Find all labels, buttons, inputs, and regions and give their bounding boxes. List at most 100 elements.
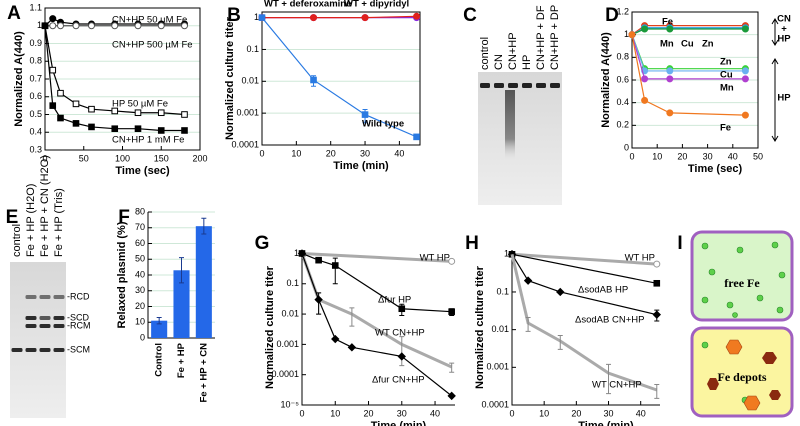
x-tick-label: 30 xyxy=(397,408,407,418)
lane-label: CN+HP + DP xyxy=(549,5,561,70)
x-tick-label: 40 xyxy=(430,408,440,418)
error-bar xyxy=(201,217,207,235)
plot-frame xyxy=(631,11,759,149)
data-point xyxy=(310,76,317,84)
data-point xyxy=(652,310,661,319)
data-point xyxy=(49,102,57,109)
y-tick-label: 0.4 xyxy=(616,97,629,107)
series-label: Cu xyxy=(681,39,694,50)
band-label: -SCM xyxy=(67,344,90,354)
y-tick-label: 0.3 xyxy=(29,144,42,154)
series-label: WT HP xyxy=(625,253,655,264)
y-tick-label: 1 xyxy=(37,20,42,30)
x-tick-label: 40 xyxy=(636,408,646,418)
data-point xyxy=(134,109,142,117)
series-label: Cu xyxy=(720,70,733,81)
series-label: CN+HP 1 mM Fe xyxy=(112,135,184,146)
data-point xyxy=(556,287,565,297)
data-point xyxy=(157,22,165,30)
gel-smear xyxy=(505,90,515,160)
series-line xyxy=(261,17,417,138)
error-bar xyxy=(606,363,612,395)
error-bar xyxy=(654,384,660,399)
series-label: CN+HP 500 µM Fe xyxy=(112,40,193,51)
x-tick-label: 200 xyxy=(192,153,207,163)
panel-label: I xyxy=(677,233,682,254)
x-tick-label: 20 xyxy=(677,151,687,161)
y-axis-title: Normalized culture titer xyxy=(264,265,276,389)
x-tick-label: Control xyxy=(154,343,165,377)
x-tick-label: 0 xyxy=(299,408,304,418)
y-tick-label: 70 xyxy=(135,222,145,232)
series-label: Mn xyxy=(660,39,674,50)
data-point xyxy=(666,109,674,117)
series-label: Wild type xyxy=(362,119,404,130)
series-label: Zn xyxy=(720,57,732,68)
bar xyxy=(195,226,212,338)
data-point xyxy=(398,305,406,313)
data-point xyxy=(88,123,95,131)
y-tick-label: 1 xyxy=(504,249,509,259)
y-tick-label: 10 xyxy=(135,317,145,327)
error-bar xyxy=(399,336,405,367)
data-point xyxy=(134,125,142,133)
annotation: HP xyxy=(777,34,791,45)
series-line xyxy=(262,15,417,19)
data-point xyxy=(666,75,674,83)
iron-depots xyxy=(707,339,781,411)
series-label: Δfur HP xyxy=(378,295,411,306)
data-point xyxy=(297,249,307,258)
series-label: Zn xyxy=(702,39,714,50)
data-point xyxy=(331,334,340,344)
data-point xyxy=(741,75,749,83)
free-iron-dots xyxy=(701,241,786,404)
data-point xyxy=(111,107,119,115)
diagram-label: Fe depots xyxy=(718,370,767,384)
series-label: ΔsodAB CN+HP xyxy=(575,315,644,326)
x-tick-label: 0 xyxy=(42,153,47,163)
free-fe-cell xyxy=(690,230,794,322)
data-point xyxy=(741,25,749,33)
lane-label: CN+HP + DF xyxy=(535,5,547,70)
panel-label: G xyxy=(255,233,270,254)
data-point xyxy=(72,120,80,127)
gel-band xyxy=(39,295,51,299)
panel-label: H xyxy=(465,233,479,254)
y-tick-label: 0.01 xyxy=(491,324,509,334)
series-line xyxy=(511,253,657,316)
y-tick-label: 0.2 xyxy=(616,120,629,130)
panel-label: A xyxy=(7,3,21,24)
data-point xyxy=(111,125,119,133)
gel-band xyxy=(25,295,37,299)
data-point xyxy=(641,75,649,83)
band-label: -RCD xyxy=(67,291,90,301)
bar xyxy=(173,270,190,338)
series-label: Mn xyxy=(720,83,734,94)
data-point xyxy=(181,127,188,134)
y-axis-title: Normalized A(440) xyxy=(13,31,25,127)
error-bar xyxy=(349,307,355,327)
y-tick-label: 0.1 xyxy=(286,278,299,288)
data-point xyxy=(258,14,266,21)
error-bar xyxy=(449,362,455,373)
series-line xyxy=(631,34,746,116)
y-tick-label: 30 xyxy=(135,285,145,295)
y-tick-label: 0.001 xyxy=(276,339,299,349)
series-line xyxy=(301,251,452,263)
y-tick-label: 0.001 xyxy=(236,108,259,118)
x-tick-label: 50 xyxy=(753,151,763,161)
y-tick-label: 0.0001 xyxy=(231,139,259,149)
data-point xyxy=(57,114,64,122)
y-tick-label: 0.8 xyxy=(29,56,42,66)
error-bar xyxy=(156,317,162,325)
x-axis-title: Time (min) xyxy=(578,420,634,426)
x-tick-label: 20 xyxy=(326,148,336,158)
gel-band xyxy=(550,83,560,88)
series-label: CN+HP 50 µM Fe xyxy=(112,15,187,26)
data-point xyxy=(88,105,95,113)
x-tick-label: 30 xyxy=(360,148,370,158)
data-point xyxy=(157,127,165,134)
gel-c xyxy=(478,72,562,205)
x-axis-title: Time (sec) xyxy=(115,165,170,177)
data-point xyxy=(57,22,64,30)
